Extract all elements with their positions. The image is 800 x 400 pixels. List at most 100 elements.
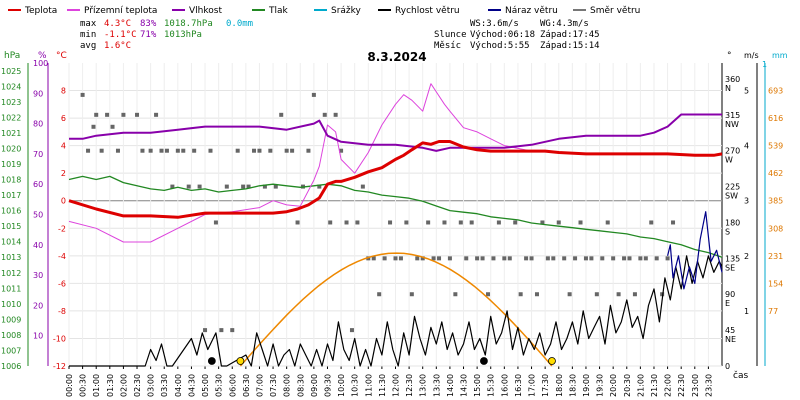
x-tick-group-25: 12:30 [405, 374, 414, 397]
grid [68, 63, 722, 367]
dir-point-66 [447, 256, 452, 261]
legend-item-0: Teplota [8, 6, 57, 16]
dir-point-20 [197, 184, 202, 189]
info-sun-label: Slunce [434, 30, 467, 40]
x-tick-41: 20:30 [623, 374, 632, 397]
dir-point-43 [322, 112, 327, 117]
info-sun-rise: Východ:06:18 [470, 30, 535, 40]
x-tick-group-35: 17:30 [541, 374, 550, 397]
info-moon-rise: Východ:5:55 [470, 41, 530, 51]
x-tick-15: 07:30 [269, 374, 278, 397]
sun-curve [239, 252, 553, 367]
temp-tick-1: 6 [61, 114, 66, 123]
x-tick-37: 18:30 [568, 374, 577, 397]
x-tick-4: 02:00 [119, 374, 128, 397]
dir-point-4 [99, 148, 104, 153]
x-tick-22: 11:00 [364, 374, 373, 397]
hpa-tick-8: 1017 [1, 191, 21, 200]
stats-min-temp: -1.1°C [104, 30, 137, 40]
stats-min-hum: 71% [140, 30, 157, 40]
x-tick-group-31: 15:30 [487, 374, 496, 397]
x-tick-group-13: 06:30 [242, 374, 251, 397]
ms-tick-1: 4 [744, 142, 749, 151]
legend-label-6: Náraz větru [505, 6, 558, 16]
dir-point-49 [355, 220, 360, 225]
dir-point-13 [159, 148, 164, 153]
dir-point-106 [665, 256, 670, 261]
mm-tick-2: 539 [768, 142, 783, 151]
x-tick-group-29: 14:30 [460, 374, 469, 397]
legend-label-7: Směr větru [590, 6, 640, 16]
x-tick-11: 05:30 [215, 374, 224, 397]
dir-point-89 [573, 256, 578, 261]
time-marker-3 [548, 357, 556, 365]
temp-tick-2: 4 [61, 142, 66, 151]
dir-point-8 [121, 112, 126, 117]
x-tick-group-12: 06:00 [228, 374, 237, 397]
hpa-tick-13: 1012 [1, 269, 21, 278]
x-tick-group-45: 22:30 [677, 374, 686, 397]
legend-item-5: Rychlost větru [378, 6, 460, 16]
dir-point-67 [453, 292, 458, 297]
dir-point-64 [437, 256, 442, 261]
hum-tick-5: 50 [33, 211, 43, 220]
mm-tick-8: 77 [768, 307, 778, 316]
x-tick-group-36: 18:00 [555, 374, 564, 397]
x-tick-5: 02:30 [133, 374, 142, 397]
temp-tick-0: 8 [61, 87, 66, 96]
x-tick-25: 12:30 [405, 374, 414, 397]
hpa-tick-19: 1006 [1, 362, 21, 371]
temp-tick-10: -12 [53, 362, 66, 371]
info-ws: WS:3.6m/s [470, 19, 519, 29]
x-tick-6: 03:00 [147, 374, 156, 397]
dir-point-79 [518, 292, 523, 297]
x-tick-group-18: 09:00 [310, 374, 319, 397]
time-marker-1 [236, 357, 245, 365]
x-tick-21: 10:30 [351, 374, 360, 397]
x-tick-group-42: 21:00 [636, 374, 645, 397]
x-tick-2: 01:00 [92, 374, 101, 397]
dir-point-24 [219, 328, 224, 333]
mm-tick-3: 462 [768, 169, 783, 178]
dir-point-19 [192, 148, 197, 153]
dir-point-35 [279, 112, 284, 117]
series-vlhkost [69, 113, 722, 152]
mm-tick-4: 385 [768, 197, 783, 206]
x-tick-12: 06:00 [228, 374, 237, 397]
x-tick-group-4: 02:00 [119, 374, 128, 397]
x-tick-42: 21:00 [636, 374, 645, 397]
dir-point-98 [622, 256, 627, 261]
dir-point-14 [164, 148, 169, 153]
x-tick-group-23: 11:30 [378, 374, 387, 397]
hpa-tick-16: 1009 [1, 315, 21, 324]
dir-point-12 [154, 112, 159, 117]
dir-point-105 [660, 292, 665, 297]
x-tick-23: 11:30 [378, 374, 387, 397]
x-tick-33: 16:30 [514, 374, 523, 397]
mm-unit: mm [772, 51, 788, 60]
x-tick-group-3: 01:30 [106, 374, 115, 397]
legend-item-4: Srážky [314, 6, 362, 16]
dir-tick-3: NW [725, 120, 739, 129]
x-tick-group-38: 19:00 [582, 374, 591, 397]
x-tick-34: 17:00 [528, 374, 537, 397]
x-tick-43: 21:30 [650, 374, 659, 397]
dir-tick-7: SW [725, 192, 738, 201]
x-tick-group-19: 09:30 [323, 374, 332, 397]
hum-tick-3: 70 [33, 150, 43, 159]
dir-point-37 [290, 148, 295, 153]
hpa-unit: hPa [4, 51, 20, 61]
x-tick-group-5: 02:30 [133, 374, 142, 397]
dir-point-3 [94, 112, 99, 117]
x-tick-group-26: 13:00 [419, 374, 428, 397]
info-wg: WG:4.3m/s [540, 19, 589, 29]
legend-label-3: Tlak [268, 6, 289, 16]
chart-title: 8.3.2024 [367, 50, 426, 64]
dir-point-9 [135, 112, 140, 117]
dir-point-61 [420, 256, 425, 261]
temp-tick-4: 0 [61, 197, 66, 206]
x-tick-group-21: 10:30 [351, 374, 360, 397]
dir-point-25 [224, 184, 229, 189]
x-tick-group-6: 03:00 [147, 374, 156, 397]
dir-point-56 [393, 256, 398, 261]
